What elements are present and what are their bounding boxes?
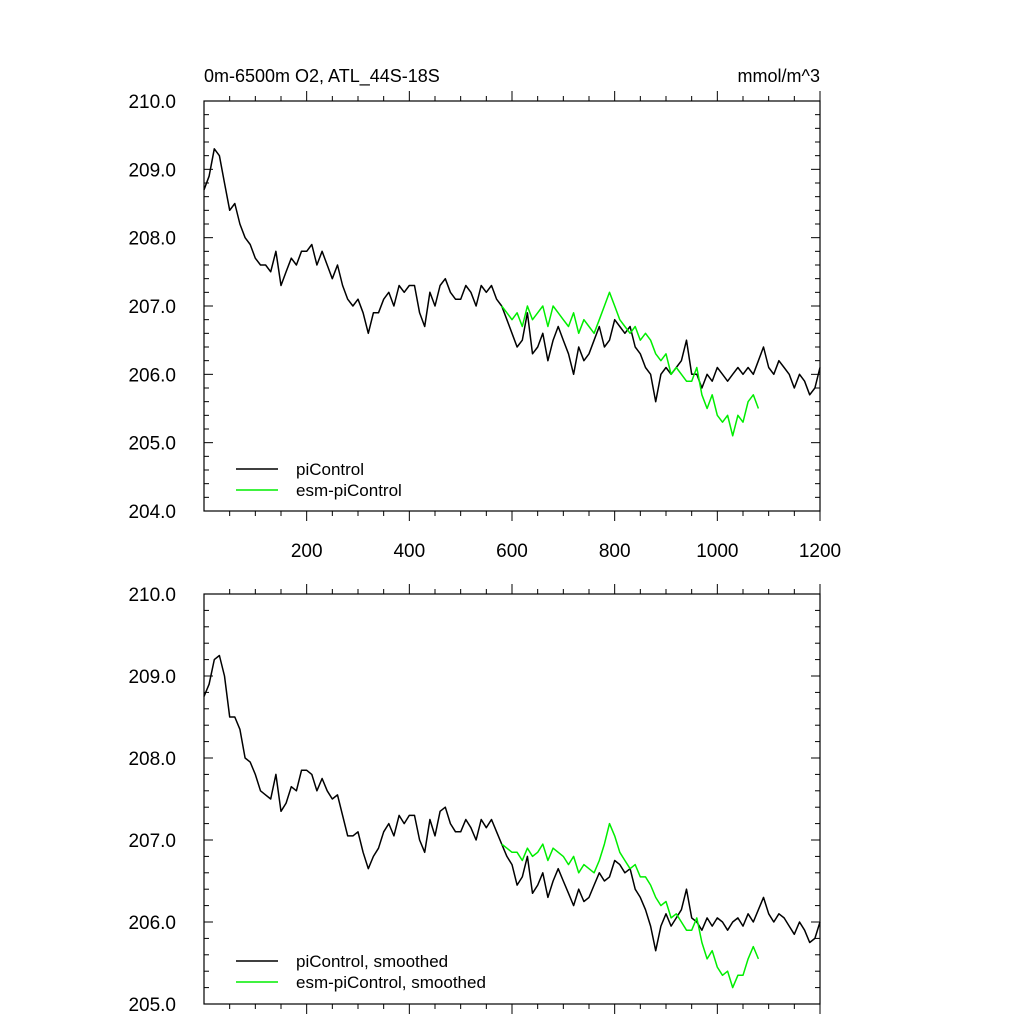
bottom-panel: 205.0 206.0 207.0 208.0 209.0 210.0 piControl… — [128, 584, 821, 1016]
y-tick-label: 204.0 — [128, 502, 176, 523]
x-tick-label: 1000 — [696, 541, 738, 562]
series-line-0 — [203, 148, 821, 403]
series-line-1 — [501, 291, 760, 437]
x-tick-label: 800 — [599, 541, 631, 562]
y-tick-label: 208.0 — [128, 749, 176, 770]
bottom-plot-frame — [203, 593, 821, 1005]
y-tick-label: 206.0 — [128, 913, 176, 934]
legend-label-esm-picontrol: esm-piControl — [296, 481, 402, 500]
x-tick-label: 200 — [291, 541, 323, 562]
legend-label-picontrol: piControl — [296, 460, 364, 479]
y-tick-label: 206.0 — [128, 365, 176, 386]
x-tick-label: 1200 — [799, 541, 841, 562]
top-plot-frame — [203, 100, 821, 512]
units-label: mmol/m^3 — [738, 66, 820, 86]
chart-title: 0m-6500m O2, ATL_44S-18S — [204, 66, 440, 87]
top-panel: 0m-6500m O2, ATL_44S-18S mmol/m^3 204.02… — [128, 66, 841, 562]
y-tick-label: 205.0 — [128, 434, 176, 455]
y-tick-label: 210.0 — [128, 585, 176, 606]
bottom-series-lines — [203, 654, 821, 989]
y-tick-label: 207.0 — [128, 831, 176, 852]
top-ticks — [204, 91, 821, 521]
x-tick-label: 600 — [496, 541, 528, 562]
top-y-tick-labels: 204.0 205.0 206.0 207.0 208.0 209.0 210.0 — [128, 92, 176, 523]
x-tick-label: 400 — [393, 541, 425, 562]
legend-label-picontrol-smoothed: piControl, smoothed — [296, 952, 448, 971]
series-line-1 — [501, 822, 760, 989]
y-tick-label: 209.0 — [128, 667, 176, 688]
legend-label-esm-picontrol-smoothed: esm-piControl, smoothed — [296, 973, 486, 992]
y-tick-label: 208.0 — [128, 229, 176, 250]
bottom-y-tick-labels: 205.0 206.0 207.0 208.0 209.0 210.0 — [128, 585, 176, 1016]
top-legend: piControl esm-piControl — [236, 460, 402, 500]
y-tick-label: 205.0 — [128, 995, 176, 1016]
y-tick-label: 209.0 — [128, 160, 176, 181]
top-series-lines — [203, 148, 821, 437]
top-x-tick-labels: 200 400 600 800 1000 1200 — [291, 541, 841, 562]
y-tick-label: 210.0 — [128, 92, 176, 113]
y-tick-label: 207.0 — [128, 297, 176, 318]
bottom-legend: piControl, smoothed esm-piControl, smoot… — [236, 952, 486, 992]
series-line-0 — [203, 654, 821, 952]
bottom-ticks — [204, 584, 821, 1014]
